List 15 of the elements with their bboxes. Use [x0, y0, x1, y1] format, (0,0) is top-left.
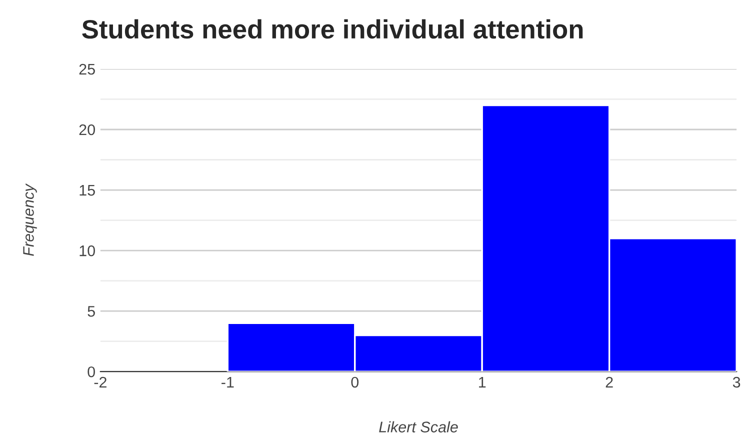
chart-title: Students need more individual attention — [82, 19, 583, 39]
x-tick-label: 1 — [479, 376, 486, 388]
x-tick-label: 3 — [732, 376, 740, 388]
x-tick-label: 2 — [606, 376, 613, 388]
x-axis-title: Likert Scale — [379, 421, 458, 432]
x-tick-label: -2 — [94, 376, 106, 388]
x-tick-label: 0 — [351, 376, 359, 388]
y-tick-label: 10 — [80, 245, 95, 256]
y-tick-label: 15 — [80, 185, 95, 196]
y-tick-label: 5 — [88, 306, 95, 317]
x-tick-label: -1 — [222, 376, 234, 388]
y-tick-label: 20 — [79, 124, 95, 136]
y-tick-label: 25 — [79, 64, 95, 75]
y-tick-label: 0 — [88, 366, 95, 378]
y-axis-title: Frequency — [23, 183, 37, 256]
